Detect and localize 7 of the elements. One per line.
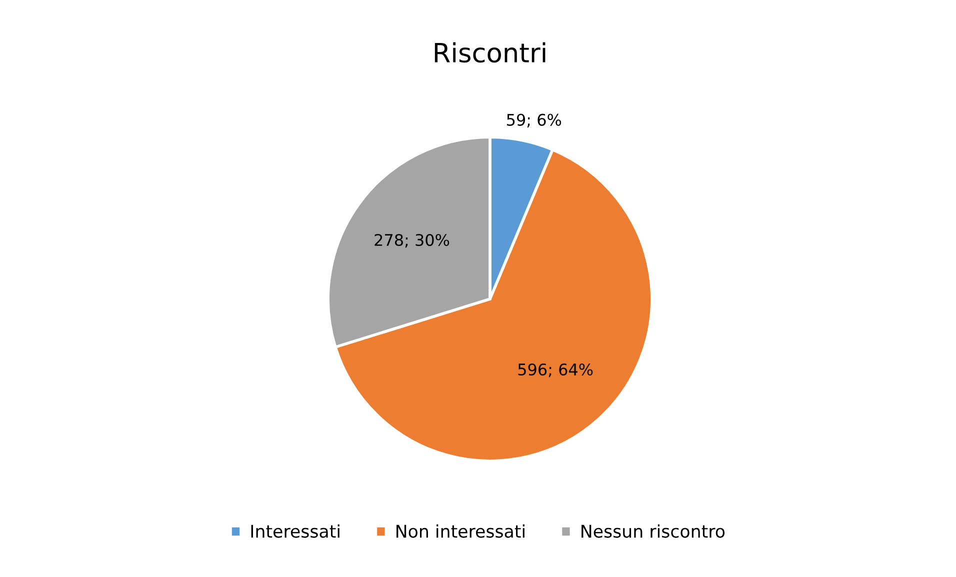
legend-label: Non interessati [396, 524, 524, 538]
data-label: 596; 64% [518, 363, 593, 378]
data-label: 278; 30% [374, 234, 450, 248]
data-label: 59; 6% [507, 114, 562, 128]
legend-label: Interessati [251, 524, 340, 538]
legend-label: Nessun riscontro [582, 524, 725, 538]
chart-title: Riscontri [434, 42, 546, 63]
